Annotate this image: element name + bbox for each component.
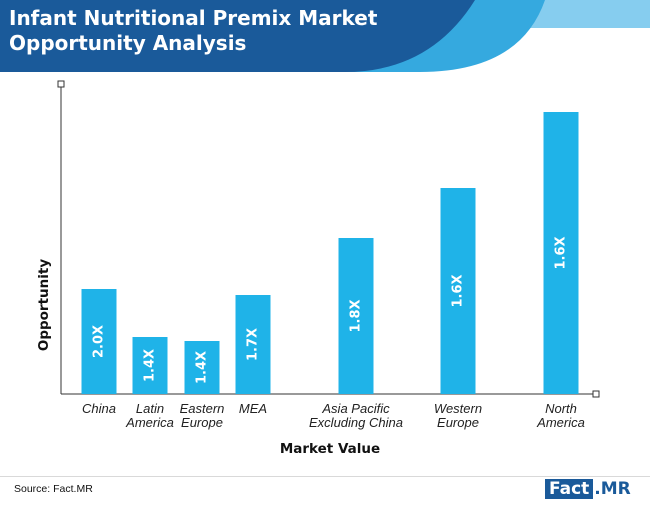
bar-data-label-2: 1.4X <box>195 351 210 384</box>
banner-main <box>0 0 475 72</box>
x-tick-label-1-1: America <box>125 415 174 430</box>
bar-6 <box>543 112 579 394</box>
bar-data-label-4: 1.8X <box>349 299 364 332</box>
bar-labels-group: 2.0X 1.4X 1.4X 1.7X 1.8X 1.6X 1.6X <box>92 236 569 384</box>
x-tick-label-0-0: China <box>82 401 116 416</box>
bar-data-label-6: 1.6X <box>554 236 569 269</box>
title-line-2: Opportunity Analysis <box>9 31 247 55</box>
bar-2 <box>184 341 220 394</box>
x-tick-label-1-0: Latin <box>136 401 164 416</box>
bar-data-label-0: 2.0X <box>92 325 107 358</box>
x-tick-label-4-0: Asia Pacific <box>321 401 390 416</box>
bar-5 <box>440 188 476 394</box>
bar-0 <box>81 289 117 394</box>
footer-divider <box>0 476 650 477</box>
x-tick-label-6-0: North <box>545 401 577 416</box>
x-tick-label-4-1: Excluding China <box>309 415 403 430</box>
bar-3 <box>235 295 271 394</box>
x-tick-label-5-1: Europe <box>437 415 479 430</box>
title-line-1: Infant Nutritional Premix Market <box>9 6 378 30</box>
bar-4 <box>338 238 374 394</box>
bars-group <box>81 112 579 394</box>
x-tick-label-6-1: America <box>536 415 585 430</box>
bar-1 <box>132 337 168 394</box>
factmr-logo: Fact .MR <box>545 477 631 501</box>
y-axis-end-marker <box>57 80 65 88</box>
header-banner <box>0 0 650 72</box>
logo-fact: Fact <box>545 479 594 499</box>
x-axis-end-marker <box>592 390 600 398</box>
bar-chart: 2.0X1.4X 1.4X1.7X1.8X1.6X1.6X China LatinA… <box>36 80 600 457</box>
y-axis-title: Opportunity <box>36 259 52 351</box>
x-tick-label-3-0: MEA <box>239 401 267 416</box>
bar-data-label-1: 1.4X <box>143 349 158 382</box>
x-tick-label-2-0: Eastern <box>180 401 225 416</box>
logo-mr: .MR <box>594 479 631 499</box>
bar-data-label-3: 1.7X <box>246 328 261 361</box>
source-note: Source: Fact.MR <box>14 483 93 495</box>
bar-data-label-5: 1.6X <box>451 274 466 307</box>
page-title: Infant Nutritional Premix Market Opportu… <box>9 6 377 56</box>
x-axis-title: Market Value <box>280 441 380 457</box>
x-tick-label-2-1: Europe <box>181 415 223 430</box>
x-tick-label-5-0: Western <box>434 401 482 416</box>
